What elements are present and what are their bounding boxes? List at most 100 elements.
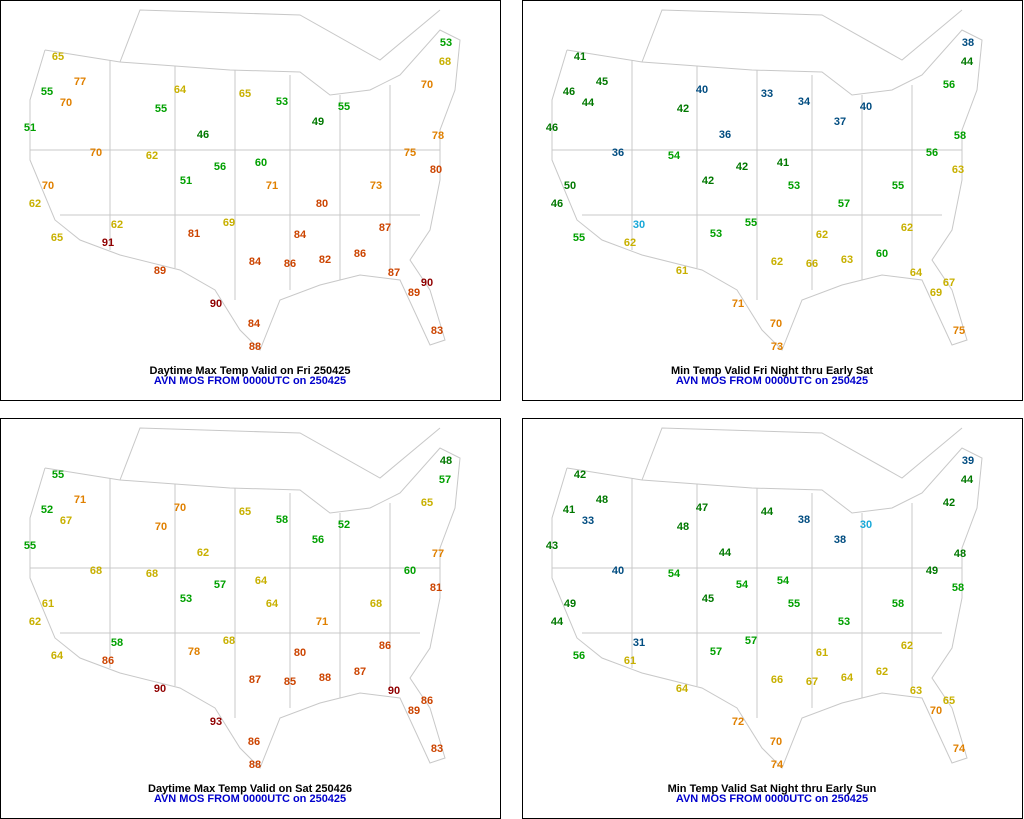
station-temp: 57 xyxy=(439,474,451,486)
station-temp: 38 xyxy=(798,514,810,526)
station-temp: 56 xyxy=(573,650,585,662)
station-temp: 67 xyxy=(943,277,955,289)
station-temp: 54 xyxy=(668,150,681,162)
station-temp: 62 xyxy=(29,616,41,628)
station-temp: 46 xyxy=(563,86,575,98)
panel-title: Daytime Max Temp Valid on Sat 250426 xyxy=(148,783,352,795)
station-temp: 44 xyxy=(582,97,595,109)
station-temp: 58 xyxy=(892,598,904,610)
station-temp: 71 xyxy=(266,180,278,192)
station-temp: 55 xyxy=(338,101,350,113)
station-temp: 64 xyxy=(266,598,279,610)
station-temp: 88 xyxy=(319,672,331,684)
station-temp: 87 xyxy=(249,674,261,686)
station-temp: 30 xyxy=(860,519,872,531)
station-temp: 71 xyxy=(316,616,328,628)
station-temp: 68 xyxy=(146,568,158,580)
station-temp: 65 xyxy=(239,88,251,100)
station-temp: 62 xyxy=(29,198,41,210)
station-temp: 38 xyxy=(962,37,974,49)
station-temp: 83 xyxy=(431,325,443,337)
station-temp: 65 xyxy=(421,497,433,509)
station-temp: 62 xyxy=(816,229,828,241)
station-temp: 83 xyxy=(431,743,443,755)
station-temp: 60 xyxy=(876,248,888,260)
panel-subtitle: AVN MOS FROM 0000UTC on 250425 xyxy=(154,375,346,387)
station-temp: 64 xyxy=(910,267,923,279)
station-temp: 89 xyxy=(408,705,420,717)
station-temp: 38 xyxy=(834,534,846,546)
station-temp: 70 xyxy=(421,79,433,91)
station-temp: 57 xyxy=(745,635,757,647)
station-temp: 70 xyxy=(174,502,186,514)
station-temp: 49 xyxy=(564,598,576,610)
station-temp: 54 xyxy=(777,575,790,587)
station-temp: 86 xyxy=(284,258,296,270)
station-temp: 41 xyxy=(563,504,575,516)
station-temp: 33 xyxy=(582,515,594,527)
station-temp: 64 xyxy=(255,575,268,587)
station-temp: 68 xyxy=(223,635,235,647)
station-temp: 70 xyxy=(155,521,167,533)
station-temp: 62 xyxy=(901,222,913,234)
station-temp: 90 xyxy=(388,685,400,697)
station-temp: 66 xyxy=(806,258,818,270)
station-temp: 52 xyxy=(41,504,53,516)
station-temp: 60 xyxy=(404,565,416,577)
station-temp: 87 xyxy=(354,666,366,678)
station-temp: 45 xyxy=(596,76,608,88)
station-temp: 63 xyxy=(841,254,853,266)
station-temp: 75 xyxy=(404,147,416,159)
station-temp: 74 xyxy=(953,743,966,755)
station-temp: 61 xyxy=(816,647,828,659)
station-temp: 68 xyxy=(370,598,382,610)
station-temp: 53 xyxy=(710,228,722,240)
panel: Min Temp Valid Fri Night thru Early Sat … xyxy=(522,0,1023,401)
station-temp: 64 xyxy=(174,84,187,96)
station-temp: 52 xyxy=(338,519,350,531)
station-temp: 42 xyxy=(702,175,714,187)
station-temp: 56 xyxy=(214,161,226,173)
station-temp: 44 xyxy=(961,56,974,68)
station-temp: 62 xyxy=(146,150,158,162)
station-temp: 81 xyxy=(430,582,442,594)
station-temp: 42 xyxy=(677,103,689,115)
station-temp: 48 xyxy=(954,548,966,560)
panel: Daytime Max Temp Valid on Fri 250425 AVN… xyxy=(0,0,501,401)
panel: Daytime Max Temp Valid on Sat 250426 AVN… xyxy=(0,418,501,819)
station-temp: 56 xyxy=(926,147,938,159)
panel-frame xyxy=(522,0,1023,401)
station-temp: 80 xyxy=(294,647,306,659)
station-temp: 90 xyxy=(210,298,222,310)
station-temp: 70 xyxy=(770,736,782,748)
station-temp: 91 xyxy=(102,237,114,249)
panel-subtitle: AVN MOS FROM 0000UTC on 250425 xyxy=(676,375,868,387)
station-temp: 51 xyxy=(24,122,36,134)
station-temp: 54 xyxy=(736,579,749,591)
station-temp: 31 xyxy=(633,637,645,649)
station-temp: 86 xyxy=(354,248,366,260)
station-temp: 67 xyxy=(806,676,818,688)
station-temp: 85 xyxy=(284,676,296,688)
station-temp: 44 xyxy=(761,506,774,518)
station-temp: 48 xyxy=(440,455,452,467)
station-temp: 70 xyxy=(770,318,782,330)
station-temp: 53 xyxy=(838,616,850,628)
station-temp: 40 xyxy=(860,101,872,113)
station-temp: 39 xyxy=(962,455,974,467)
station-temp: 84 xyxy=(249,256,262,268)
station-temp: 50 xyxy=(564,180,576,192)
station-temp: 89 xyxy=(408,287,420,299)
station-temp: 63 xyxy=(910,685,922,697)
station-temp: 34 xyxy=(798,96,811,108)
station-temp: 86 xyxy=(421,695,433,707)
station-temp: 62 xyxy=(901,640,913,652)
station-temp: 30 xyxy=(633,219,645,231)
panel-frame xyxy=(0,0,501,401)
station-temp: 75 xyxy=(953,325,965,337)
station-temp: 72 xyxy=(732,716,744,728)
station-temp: 55 xyxy=(24,540,36,552)
station-temp: 70 xyxy=(90,147,102,159)
station-temp: 58 xyxy=(952,582,964,594)
